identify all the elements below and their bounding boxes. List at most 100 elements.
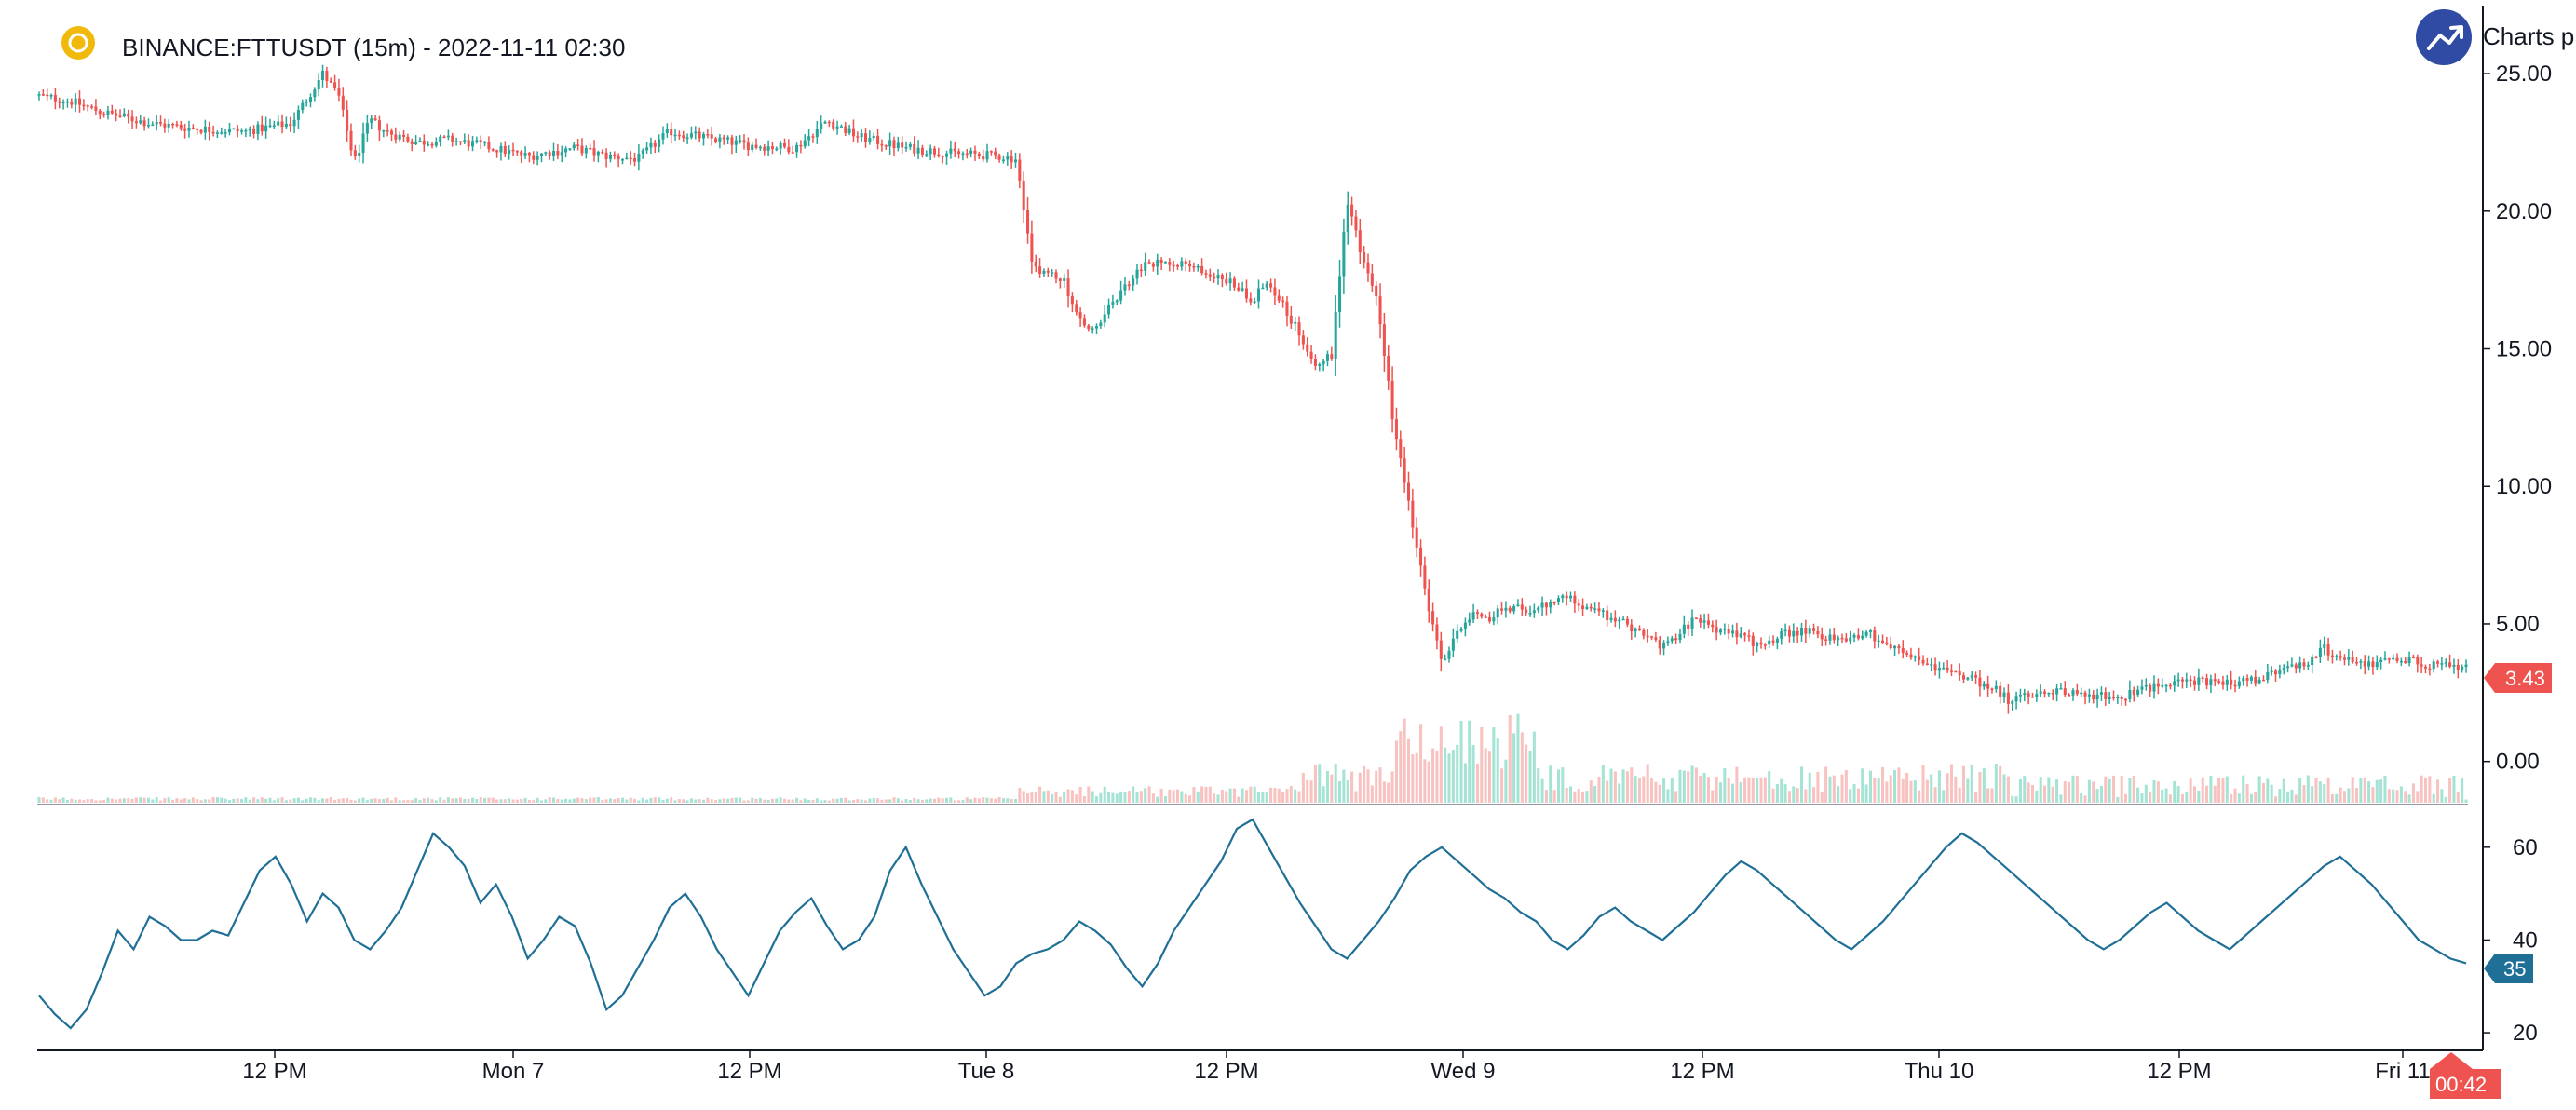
rsi-line	[38, 818, 2467, 1030]
volume-bar	[1204, 786, 1208, 803]
candle-body	[1334, 312, 1337, 359]
volume-bar	[1123, 792, 1127, 803]
candle-body	[601, 151, 604, 154]
volume-bar	[1463, 763, 1467, 803]
candle-body	[134, 121, 138, 124]
candle	[1978, 670, 1982, 697]
candle	[1532, 603, 1536, 618]
candle-body	[236, 128, 239, 132]
volume-bar	[1889, 775, 1892, 803]
candle	[353, 144, 357, 160]
volume-bar	[884, 799, 888, 803]
volume-bar	[965, 797, 969, 803]
candle	[1363, 246, 1366, 269]
volume-bar	[495, 799, 499, 803]
candle-body	[1487, 616, 1492, 622]
candle	[1994, 680, 1998, 693]
candle	[1949, 664, 1953, 677]
volume-bar	[1225, 791, 1228, 803]
candle	[1544, 601, 1548, 616]
candle	[2136, 685, 2140, 697]
candle-body	[53, 94, 57, 102]
candle-body	[2014, 696, 2018, 702]
candle-body	[98, 110, 102, 115]
candle-body	[1184, 261, 1187, 264]
volume-bar	[835, 798, 839, 803]
volume-bar	[1844, 769, 1848, 803]
candle-body	[1111, 302, 1115, 305]
volume-bar	[1001, 798, 1005, 803]
volume-bar	[645, 799, 649, 803]
candle-body	[1107, 304, 1111, 315]
candle-body	[365, 123, 369, 134]
candle-body	[1849, 637, 1852, 642]
candle	[211, 125, 215, 137]
candle-body	[1735, 630, 1739, 638]
candle-body	[1306, 344, 1309, 352]
volume-bar	[2205, 785, 2209, 803]
candle-body	[2286, 666, 2290, 669]
volume-bar	[1905, 773, 1909, 803]
candle	[1759, 637, 1763, 649]
volume-bar	[2233, 788, 2237, 803]
candle	[1662, 640, 1666, 656]
candle-body	[292, 119, 296, 127]
volume-bar	[1103, 786, 1106, 803]
candle	[556, 143, 560, 160]
candle-body	[945, 153, 949, 157]
candle-body	[1666, 641, 1670, 643]
volume-bar	[2055, 779, 2059, 803]
candle-body	[402, 134, 406, 137]
candle	[2355, 657, 2359, 666]
volume-bar	[183, 798, 187, 803]
candle-body	[1646, 635, 1649, 638]
candle-body	[860, 133, 863, 138]
candle	[394, 127, 398, 144]
candle-body	[2128, 690, 2132, 700]
candle	[1313, 354, 1317, 371]
candle-body	[65, 101, 69, 103]
candle	[1658, 636, 1661, 655]
candle-body	[1484, 616, 1487, 618]
candle-body	[604, 152, 608, 159]
candle	[1346, 191, 1349, 245]
volume-bar	[1087, 786, 1091, 803]
volume-bar	[427, 797, 430, 803]
candle-body	[1132, 278, 1135, 286]
candle	[1144, 252, 1147, 276]
candle-body	[427, 143, 430, 146]
candle	[1780, 628, 1783, 645]
candle-body	[904, 146, 908, 149]
candle-body	[1982, 683, 1986, 687]
candle	[1893, 644, 1897, 657]
volume-bar	[1577, 788, 1580, 803]
volume-bar	[475, 799, 479, 803]
candle-body	[491, 149, 495, 151]
candle	[1204, 269, 1208, 279]
candle	[1265, 280, 1268, 291]
candle-body	[361, 133, 365, 153]
candle-body	[1492, 617, 1496, 622]
volume-bar	[1281, 792, 1285, 803]
volume-bar	[1119, 792, 1123, 803]
candle-body	[2087, 694, 2091, 697]
rsi-pane	[38, 818, 2467, 1030]
time-tick-label: 12 PM	[242, 1059, 306, 1084]
volume-bar	[2407, 794, 2411, 803]
volume-bar	[617, 797, 620, 803]
candle	[803, 134, 807, 149]
candle-body	[1699, 618, 1702, 623]
candle-body	[734, 140, 738, 145]
candle	[1771, 635, 1775, 646]
candle-body	[1363, 252, 1366, 263]
time-label: 00:42	[2435, 1073, 2487, 1096]
brand-badge[interactable]: Charts p	[2416, 9, 2574, 65]
candle	[698, 127, 701, 143]
volume-bar	[313, 797, 317, 803]
volume-bar	[1192, 787, 1196, 803]
candle	[163, 118, 167, 133]
volume-bar	[2140, 793, 2144, 803]
volume-bar	[1593, 786, 1597, 803]
volume-bar	[1180, 791, 1184, 803]
candle-body	[1780, 631, 1783, 639]
